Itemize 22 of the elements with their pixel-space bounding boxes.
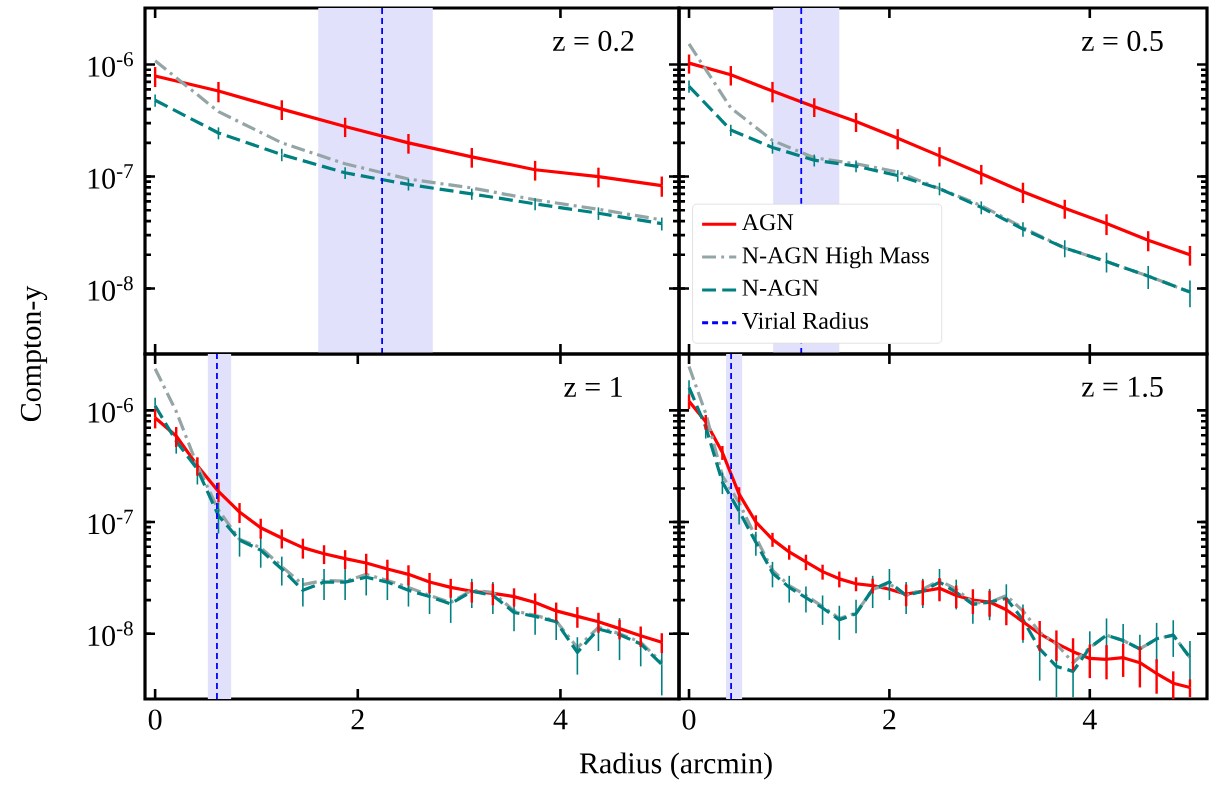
x-tick-label: 4 [553,709,568,730]
y-tick-label: 10$^{-7}$ [88,164,133,189]
legend-label: AGN [741,214,794,231]
legend-label: N-AGN High Mass [742,246,929,269]
y-tick-label: 10$^{-7}$ [88,509,133,535]
x-axis-title: Radius (arcmin) [579,752,772,780]
y-tick-label: 10$^{-8}$ [88,621,133,647]
y-axis-title: Compton-y [20,285,48,422]
legend-label: N-AGN [742,279,819,296]
x-tick-label: 2 [883,709,896,730]
y-tick-label: 10$^{-6}$ [88,398,133,423]
text: z = 1 [564,376,622,397]
text: z = 1.5 [1081,376,1163,397]
y-tick-label: 10$^{-6}$ [88,52,133,77]
text: z = 0.2 [553,30,634,52]
y-tick-label: 10$^{-8}$ [88,276,133,301]
text: z = 0.5 [1081,30,1163,52]
x-tick-label: 2 [351,709,364,730]
x-tick-label: 4 [1082,709,1097,730]
ref-line-label: Virial Radius [742,312,869,330]
x-tick-label: 0 [148,709,162,730]
x-tick-label: 0 [682,709,696,730]
